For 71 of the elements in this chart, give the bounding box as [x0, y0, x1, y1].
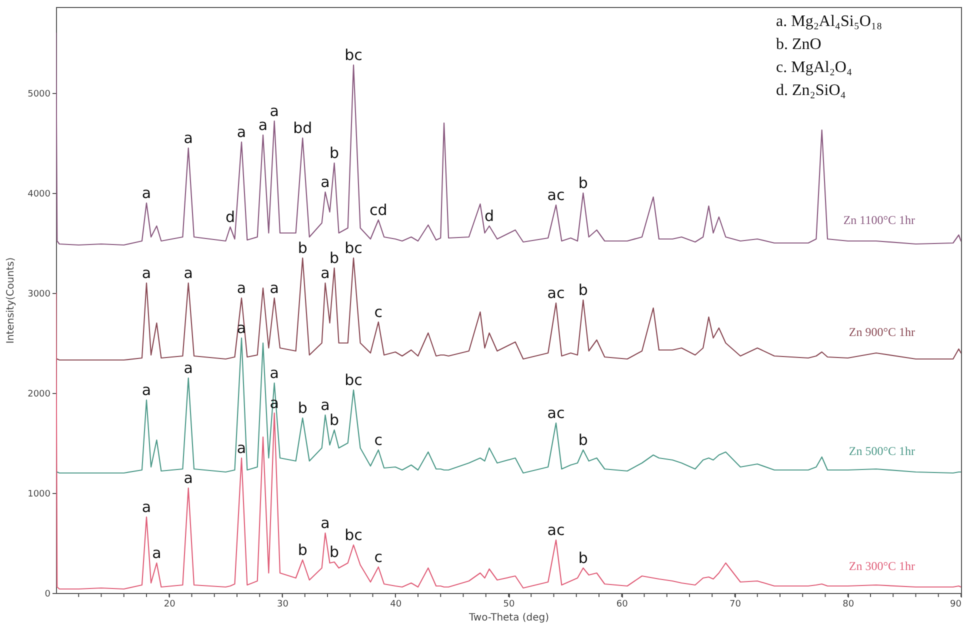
- annotation: a: [184, 264, 193, 282]
- annotation: b: [298, 541, 308, 559]
- annotation: cd: [370, 201, 388, 219]
- annotation: a. Mg₂Al₄Si₅O₁₈: [776, 13, 882, 30]
- annotation: a: [142, 381, 152, 399]
- annotation: a: [320, 173, 330, 191]
- y-tick-label: 2000: [28, 390, 51, 400]
- y-tick-label: 0: [44, 590, 51, 600]
- annotation: b: [578, 174, 588, 192]
- annotation: b: [330, 249, 340, 267]
- annotation: b: [298, 239, 308, 257]
- annotation: b: [298, 399, 308, 417]
- annotation: a: [320, 396, 330, 414]
- annotation: bd: [293, 119, 312, 137]
- annotation: c: [374, 303, 383, 321]
- x-axis-title: Two-Theta (deg): [468, 612, 550, 624]
- y-tick-label: 1000: [28, 490, 51, 500]
- annotation: a: [142, 264, 152, 282]
- annotation: ac: [547, 186, 565, 204]
- annotation: b: [330, 144, 340, 162]
- y-axis-title: Intensity(Counts): [6, 257, 17, 344]
- annotation: a: [320, 514, 330, 532]
- x-tick-label: 80: [842, 600, 854, 610]
- series-label: Zn 1100°C 1hr: [843, 213, 915, 227]
- annotation: a: [270, 364, 279, 382]
- annotation: a: [184, 359, 193, 377]
- annotation: bc: [344, 239, 362, 257]
- annotation: a: [142, 184, 152, 202]
- annotation: b: [330, 411, 340, 429]
- annotation: a: [258, 116, 268, 134]
- annotation: bc: [344, 46, 362, 64]
- x-tick-label: 70: [730, 600, 742, 610]
- annotation: d. Zn₂SiO₄: [776, 82, 846, 99]
- annotation: a: [236, 279, 246, 297]
- x-tick-label: 30: [277, 600, 289, 610]
- annotation: d: [225, 208, 235, 226]
- annotation: ac: [547, 284, 565, 302]
- annotation: b: [578, 549, 588, 567]
- annotation: d: [484, 207, 494, 225]
- annotation: a: [184, 129, 193, 147]
- annotation: a: [270, 279, 279, 297]
- annotation: bc: [344, 526, 362, 544]
- annotation: b: [578, 431, 588, 449]
- annotation: c: [374, 431, 383, 449]
- annotation: b: [330, 543, 340, 561]
- y-tick-label: 3000: [28, 290, 51, 300]
- y-tick-label: 4000: [28, 190, 51, 200]
- x-tick-label: 40: [390, 600, 402, 610]
- annotation: a: [270, 102, 279, 120]
- annotation: a: [320, 264, 330, 282]
- annotation: a: [142, 498, 152, 516]
- y-tick-label: 5000: [28, 90, 51, 100]
- annotation: ac: [547, 521, 565, 539]
- annotation: c: [374, 548, 383, 566]
- annotation: a: [236, 439, 246, 457]
- x-tick-label: 50: [503, 600, 515, 610]
- series-label: Zn 300°C 1hr: [848, 559, 915, 573]
- series-label: Zn 900°C 1hr: [848, 325, 915, 339]
- annotation: b: [578, 281, 588, 299]
- x-tick-label: 20: [164, 600, 176, 610]
- annotation: a: [184, 469, 193, 487]
- series-label: Zn 500°C 1hr: [848, 444, 915, 458]
- annotation: c. MgAl₂O₄: [776, 59, 852, 76]
- annotation: bc: [344, 371, 362, 389]
- annotation: a: [236, 123, 246, 141]
- annotation: ac: [547, 404, 565, 422]
- x-tick-label: 60: [616, 600, 628, 610]
- annotation: a: [152, 544, 162, 562]
- line-series: [56, 337, 961, 474]
- annotation: b. ZnO: [776, 36, 822, 53]
- x-tick-label: 90: [950, 600, 962, 610]
